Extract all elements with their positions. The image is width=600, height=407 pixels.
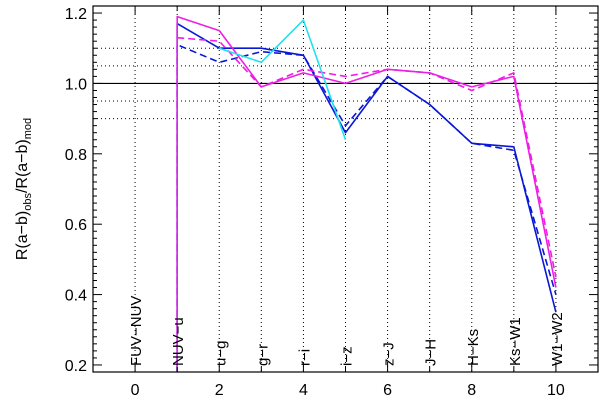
band-label-10: W1−W2	[549, 312, 566, 366]
y-tick-label-0: 0.2	[65, 358, 87, 375]
y-axis-title-part-2: /R(a−b)	[14, 139, 31, 193]
band-label-7: J−H	[423, 339, 440, 366]
series-line-2	[176, 15, 557, 372]
y-tick-label-5: 1.2	[65, 6, 87, 23]
x-tick-label-1: 2	[215, 382, 224, 399]
band-label-1: NUV−u	[170, 317, 187, 366]
y-axis-title-part-1: obs	[22, 193, 34, 211]
band-label-6: z−J	[381, 342, 398, 366]
y-tick-label-4: 1.0	[65, 76, 87, 93]
band-label-3: g−r	[254, 344, 271, 366]
y-axis-title-part-3: mod	[22, 118, 34, 139]
y-axis-title-part-0: R(a−b)	[14, 211, 31, 260]
series-line-1	[176, 43, 557, 372]
band-label-layer: FUV−NUV NUV−u u−g g−r r−i i−z z−J J−H H−Ks Ks−W1 W…	[128, 296, 566, 366]
y-axis-title: R(a−b)obs/R(a−b)mod	[14, 118, 34, 260]
x-tick-label-5: 10	[547, 382, 565, 399]
band-label-4: r−i	[296, 349, 313, 366]
band-label-2: u−g	[212, 341, 229, 366]
y-tick-label-2: 0.6	[65, 217, 87, 234]
band-label-5: i−z	[339, 346, 356, 366]
y-tick-label-1: 0.4	[65, 288, 87, 305]
band-label-0: FUV−NUV	[128, 296, 145, 366]
series-line-3	[177, 36, 557, 278]
x-tick-label-0: 0	[131, 382, 140, 399]
series-layer	[176, 15, 557, 372]
axis-layer: 0 2 4 6 8 10 0.2 0.4 0.6 0.8 1.0 1.2	[65, 5, 599, 399]
x-tick-label-2: 4	[299, 382, 308, 399]
series-line-4	[219, 19, 347, 140]
band-label-9: Ks−W1	[507, 317, 524, 366]
x-tick-label-4: 8	[467, 382, 476, 399]
x-tick-label-3: 6	[383, 382, 392, 399]
band-label-8: H−Ks	[465, 329, 482, 366]
y-tick-label-3: 0.8	[65, 147, 87, 164]
